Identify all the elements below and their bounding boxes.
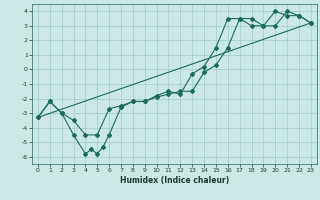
X-axis label: Humidex (Indice chaleur): Humidex (Indice chaleur)	[120, 176, 229, 185]
